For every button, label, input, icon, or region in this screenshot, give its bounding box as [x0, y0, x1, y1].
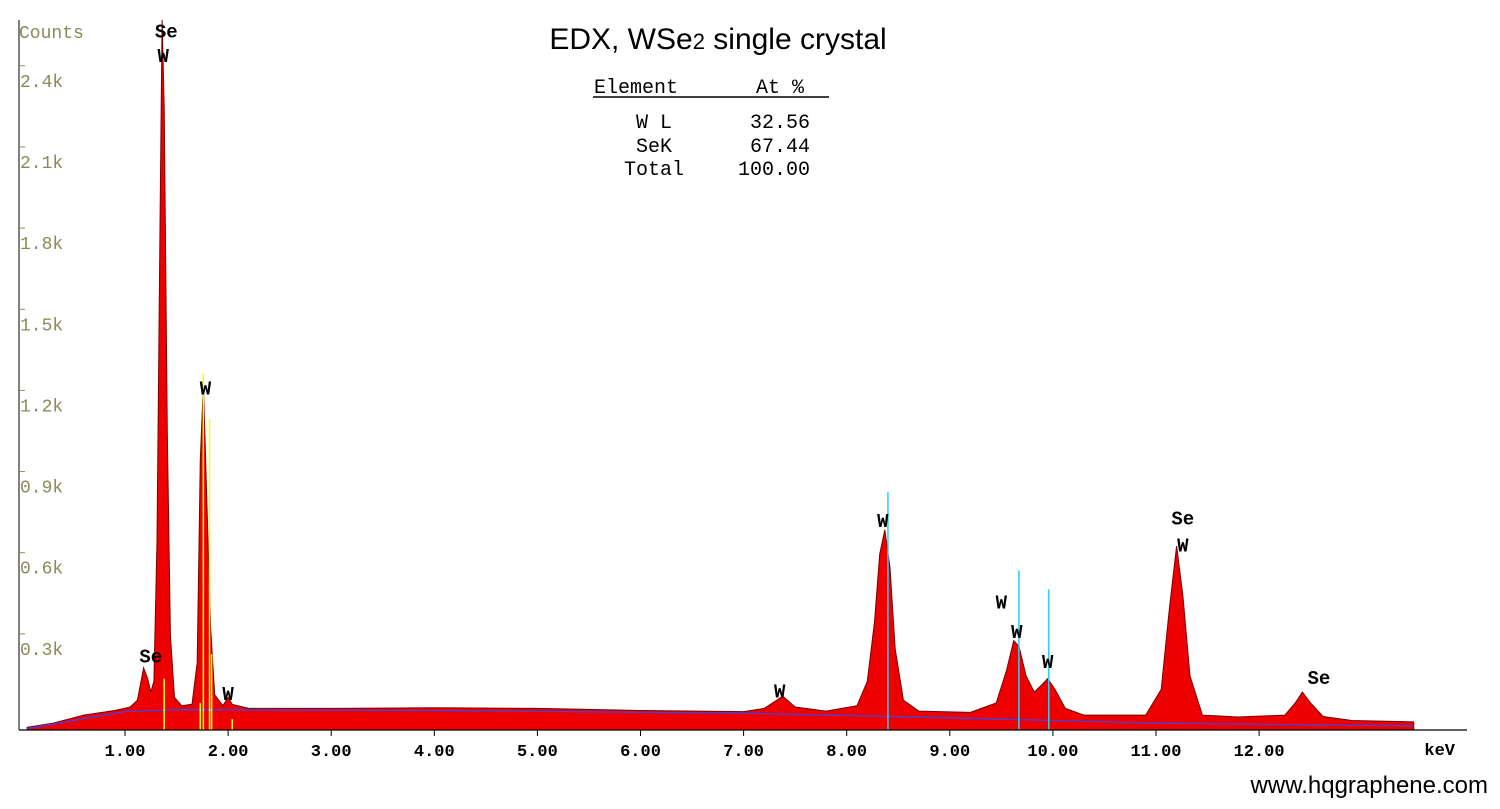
composition-table: Element At % W L 32.56 SeK 67.44 Total 1…: [593, 77, 829, 182]
peak-label: W: [996, 592, 1008, 614]
y-axis-label: Counts: [19, 24, 84, 44]
y-tick-label: 1.2k: [20, 397, 63, 417]
peak-label: Se: [155, 22, 178, 44]
peak-label: W: [222, 684, 234, 706]
peak-label: W: [1011, 622, 1023, 644]
x-tick-label: 10.00: [1027, 743, 1078, 762]
x-tick-label: 4.00: [414, 743, 455, 762]
x-tick-label: 11.00: [1130, 743, 1181, 762]
table-header-element: Element: [594, 77, 678, 100]
table-row-element: SeK: [636, 136, 672, 159]
y-tick-label: 2.1k: [20, 154, 63, 174]
plot-area: 0.3k 0.6k 0.9k 1.2k 1.5k 1.8k 2.1k 2.4k 1.00 2.00…: [18, 19, 1467, 762]
y-tick-label: 0.9k: [20, 479, 63, 499]
y-tick-label: 2.4k: [20, 73, 63, 93]
peak-label: W: [1177, 535, 1189, 557]
table-row-value: 67.44: [750, 136, 810, 159]
x-tick-label: 8.00: [826, 743, 867, 762]
x-tick-label: 6.00: [620, 743, 661, 762]
peak-label: W: [157, 46, 169, 68]
y-tick-label: 1.5k: [20, 316, 63, 336]
x-tick-label: 3.00: [311, 743, 352, 762]
peak-label: W: [877, 511, 889, 533]
x-tick-label: 5.00: [517, 743, 558, 762]
peak-label: W: [774, 682, 786, 704]
x-tick-label: 7.00: [723, 743, 764, 762]
x-tick-label: 9.00: [929, 743, 970, 762]
x-tick-label: 2.00: [208, 743, 249, 762]
y-tick-label: 0.3k: [20, 641, 63, 661]
x-tick-label: 1.00: [105, 743, 146, 762]
y-tick-label: 1.8k: [20, 235, 63, 255]
chart-title: EDX, WSe2 single crystal: [549, 23, 886, 56]
table-header-at-percent: At %: [756, 77, 805, 100]
background-fit-line: [26, 709, 1414, 730]
peak-label: W: [1042, 652, 1054, 674]
peak-label: W: [200, 379, 212, 401]
peak-label: Se: [1171, 508, 1194, 530]
spectrum-series: [26, 19, 1415, 731]
y-tick-label: 0.6k: [20, 560, 63, 580]
x-axis-label: keV: [1424, 742, 1455, 761]
peak-label: Se: [1307, 668, 1330, 690]
x-tick-label: 12.00: [1234, 743, 1285, 762]
table-row-value: 32.56: [750, 112, 810, 135]
table-row-element: Total: [624, 159, 684, 182]
watermark-url: www.hqgraphene.com: [1250, 772, 1488, 799]
table-row-value: 100.00: [738, 159, 810, 182]
peak-label: Se: [139, 646, 162, 668]
table-row-element: W L: [636, 112, 672, 135]
